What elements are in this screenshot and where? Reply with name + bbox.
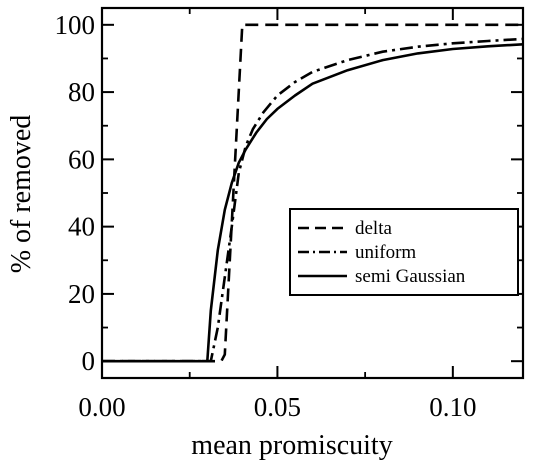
y-tick-label: 20 xyxy=(68,279,95,309)
x-axis-title: mean promiscuity xyxy=(191,430,392,461)
series-line-semi-gaussian xyxy=(102,43,524,363)
x-tick-label: 0.05 xyxy=(254,392,301,422)
y-axis-title: % of removed xyxy=(6,115,37,274)
legend-label-semi-gaussian: semi Gaussian xyxy=(355,266,466,287)
series-line-delta xyxy=(102,23,523,363)
x-tick-label: 0.00 xyxy=(78,392,125,422)
legend-label-delta: delta xyxy=(355,218,392,239)
y-tick-label: 100 xyxy=(55,10,96,40)
x-tick-label: 0.10 xyxy=(429,392,476,422)
y-tick-label: 60 xyxy=(68,144,95,174)
y-tick-label: 80 xyxy=(68,77,95,107)
legend: delta uniform semi Gaussian xyxy=(289,208,519,296)
plot-frame xyxy=(100,6,525,380)
legend-label-uniform: uniform xyxy=(355,242,416,263)
y-tick-label: 0 xyxy=(82,346,96,376)
series-line-uniform xyxy=(102,37,524,363)
y-tick-label: 40 xyxy=(68,212,95,242)
